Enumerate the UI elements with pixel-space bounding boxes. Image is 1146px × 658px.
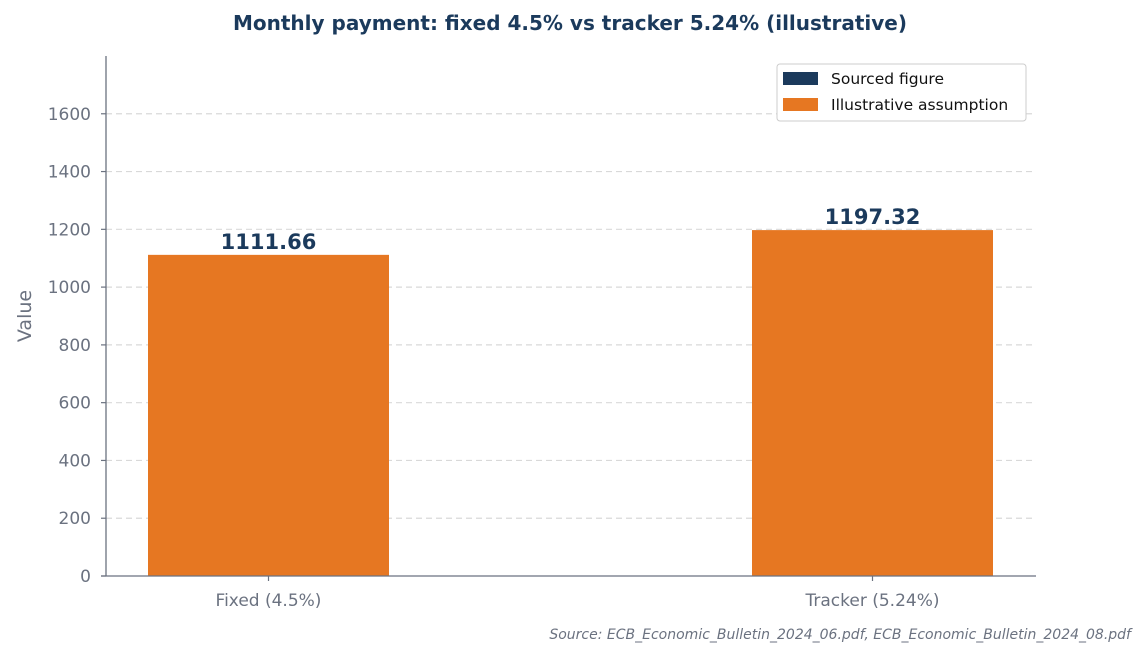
y-tick-label: 400 bbox=[59, 451, 91, 471]
bars bbox=[148, 230, 993, 577]
legend-swatch-illustrative bbox=[783, 98, 818, 111]
y-ticks: 0 200 400 600 800 1000 1200 1400 1600 bbox=[48, 105, 106, 587]
legend-label-illustrative: Illustrative assumption bbox=[831, 96, 1008, 114]
y-tick-label: 1600 bbox=[48, 105, 91, 125]
y-tick-label: 0 bbox=[80, 567, 91, 587]
x-tick-label: Tracker (5.24%) bbox=[805, 591, 940, 611]
data-label: 1111.66 bbox=[221, 230, 317, 254]
legend: Sourced figure Illustrative assumption bbox=[776, 63, 1027, 122]
x-tick-label: Fixed (4.5%) bbox=[216, 591, 322, 611]
bar bbox=[752, 230, 993, 577]
legend-swatch-sourced bbox=[783, 72, 818, 85]
y-tick-label: 1400 bbox=[48, 163, 91, 183]
y-tick-label: 1000 bbox=[48, 278, 91, 298]
x-ticks: Fixed (4.5%) Tracker (5.24%) bbox=[216, 576, 940, 611]
y-tick-label: 1200 bbox=[48, 220, 91, 240]
bar bbox=[148, 254, 389, 577]
legend-label-sourced: Sourced figure bbox=[831, 70, 944, 88]
data-labels: 1111.66 1197.32 bbox=[221, 205, 921, 254]
legend-box bbox=[776, 63, 1027, 122]
data-label: 1197.32 bbox=[825, 205, 921, 229]
chart-title: Monthly payment: fixed 4.5% vs tracker 5… bbox=[233, 11, 907, 35]
y-axis-label: Value bbox=[14, 290, 36, 342]
source-note: Source: ECB_Economic_Bulletin_2024_06.pd… bbox=[549, 627, 1133, 643]
axes bbox=[101, 56, 1036, 577]
y-tick-label: 600 bbox=[59, 394, 91, 414]
y-tick-label: 200 bbox=[59, 509, 91, 529]
y-tick-label: 800 bbox=[59, 336, 91, 356]
